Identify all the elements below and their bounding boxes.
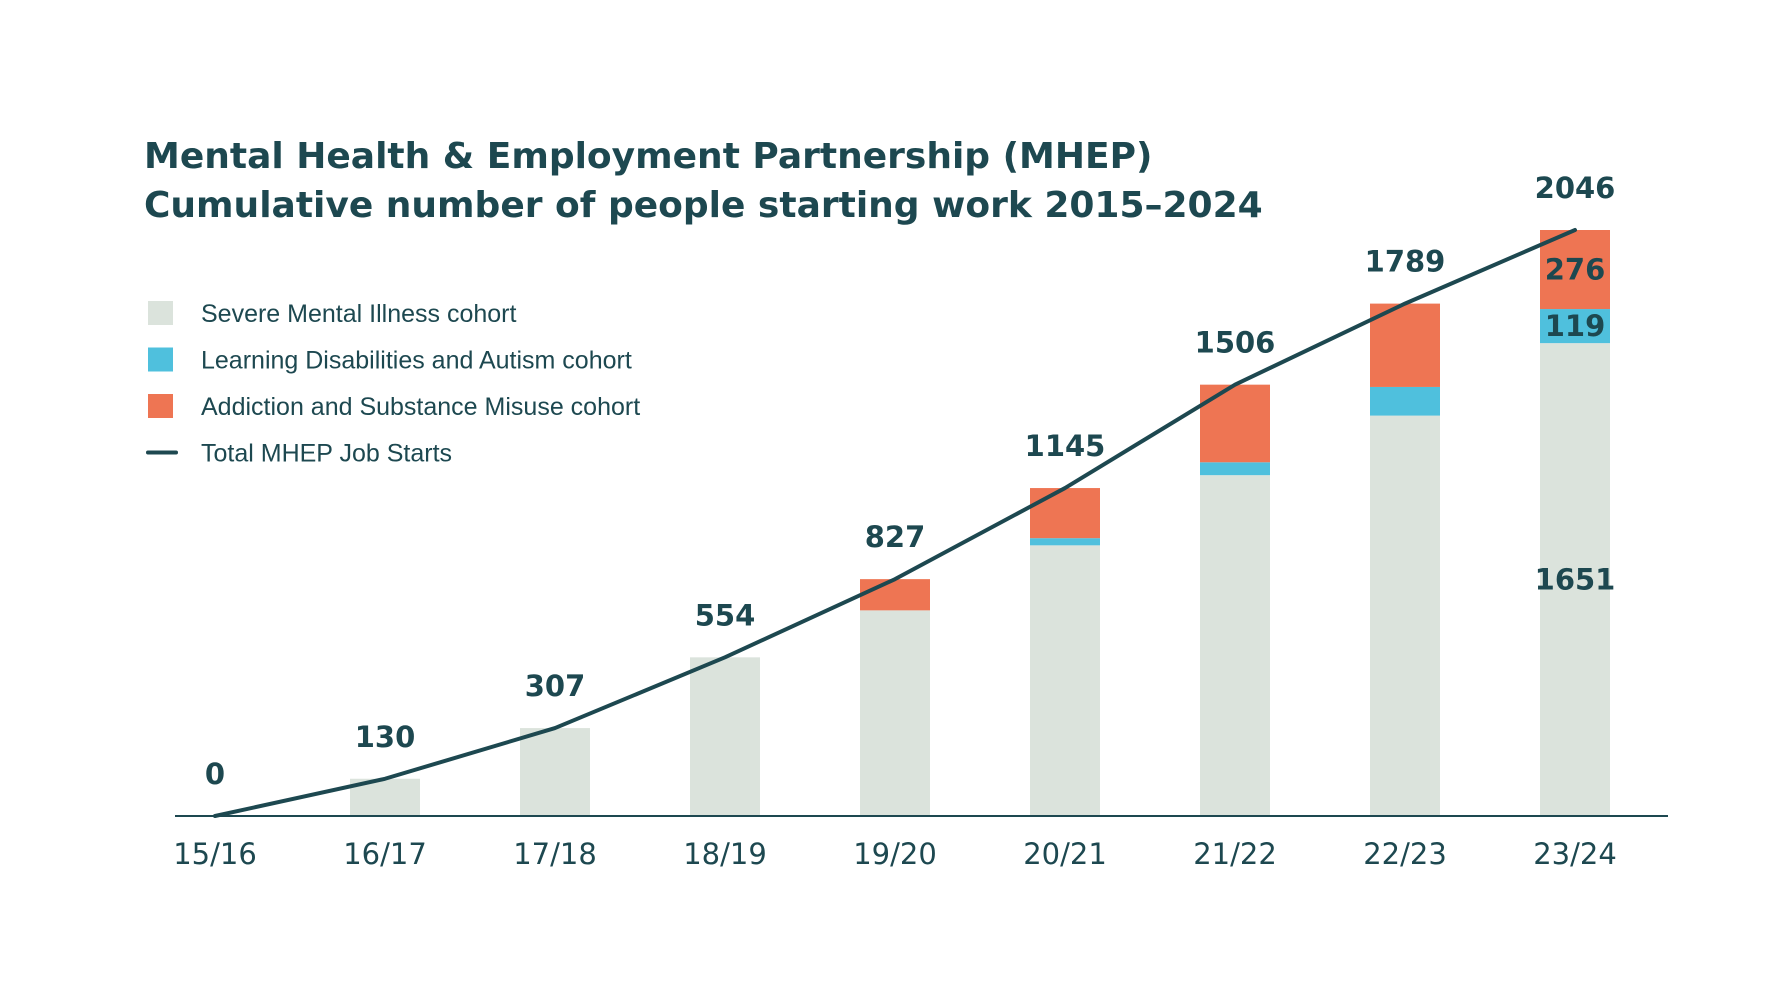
total-label-18-19: 554 — [695, 598, 756, 632]
total-label-16-17: 130 — [355, 720, 416, 754]
bar-21-22-addiction-and-substance-misuse-cohort — [1200, 384, 1270, 463]
legend-swatch — [148, 301, 173, 325]
bar-23-24-severe-mental-illness-cohort — [1540, 343, 1610, 816]
x-axis: 15/16 16/17 17/18 18/19 19/20 20/21 21/22 22/23… — [173, 815, 1668, 871]
bar-21-22-learning-disabilities-and-autism-cohort — [1200, 462, 1270, 476]
legend-label: Severe Mental Illness cohort — [201, 300, 516, 328]
bar-20-21-severe-mental-illness-cohort — [1030, 545, 1100, 816]
legend-swatch — [148, 394, 173, 418]
legend: Severe Mental Illness cohort Learning Dis… — [146, 300, 640, 468]
legend-label: Addiction and Substance Misuse cohort — [201, 393, 640, 421]
legend-label: Learning Disabilities and Autism cohort — [201, 347, 632, 375]
legend-item-learning-disabilities-and-autism-cohort: Learning Disabilities and Autism cohort — [148, 347, 632, 375]
total-label-19-20: 827 — [865, 520, 926, 554]
legend-label: Total MHEP Job Starts — [201, 440, 452, 468]
bar-22-23-learning-disabilities-and-autism-cohort — [1370, 386, 1440, 416]
x-tick-label-20-21: 20/21 — [1023, 837, 1107, 871]
x-tick-label-18-19: 18/19 — [683, 837, 767, 871]
bars — [350, 230, 1610, 816]
bar-23-24-learning-disabilities-and-autism-cohort — [1540, 309, 1610, 344]
total-label-17-18: 307 — [525, 669, 586, 703]
total-label-22-23: 1789 — [1365, 245, 1446, 279]
chart-title: Mental Health & Employment Partnership (… — [144, 136, 1263, 226]
x-tick-label-16-17: 16/17 — [343, 837, 427, 871]
bar-20-21-addiction-and-substance-misuse-cohort — [1030, 488, 1100, 539]
chart-title-line-1: Mental Health & Employment Partnership (… — [144, 136, 1152, 177]
bar-23-24-addiction-and-substance-misuse-cohort — [1540, 230, 1610, 310]
legend-item-severe-mental-illness-cohort: Severe Mental Illness cohort — [148, 300, 516, 328]
value-labels: 0 130 307 554 827 1145 1506 1789 2046 1651 119 276 — [205, 171, 1615, 791]
bar-18-19-severe-mental-illness-cohort — [690, 657, 760, 816]
bar-20-21-learning-disabilities-and-autism-cohort — [1030, 538, 1100, 546]
bar-19-20-addiction-and-substance-misuse-cohort — [860, 579, 930, 611]
x-tick-label-19-20: 19/20 — [853, 837, 937, 871]
x-tick-label-15-16: 15/16 — [173, 837, 257, 871]
segment-label-addiction-and-substance-misuse-cohort: 276 — [1545, 253, 1606, 287]
segment-label-severe-mental-illness-cohort: 1651 — [1535, 563, 1616, 597]
bar-17-18-severe-mental-illness-cohort — [520, 728, 590, 816]
total-label-21-22: 1506 — [1195, 326, 1276, 360]
bar-22-23-severe-mental-illness-cohort — [1370, 415, 1440, 816]
total-job-starts-line — [213, 228, 1577, 818]
x-tick-label-17-18: 17/18 — [513, 837, 597, 871]
total-line-layer — [213, 228, 1577, 818]
total-label-23-24: 2046 — [1535, 171, 1616, 205]
x-tick-label-22-23: 22/23 — [1363, 837, 1447, 871]
legend-swatch — [148, 347, 173, 372]
legend-item-addiction-and-substance-misuse-cohort: Addiction and Substance Misuse cohort — [148, 393, 640, 421]
x-tick-label-23-24: 23/24 — [1533, 837, 1617, 871]
total-label-20-21: 1145 — [1025, 429, 1106, 463]
chart-title-line-2: Cumulative number of people starting wor… — [144, 185, 1263, 226]
bar-19-20-severe-mental-illness-cohort — [860, 610, 930, 816]
legend-item-total-mhep-job-starts: Total MHEP Job Starts — [146, 440, 452, 468]
x-tick-label-21-22: 21/22 — [1193, 837, 1277, 871]
bar-21-22-severe-mental-illness-cohort — [1200, 475, 1270, 816]
segment-label-learning-disabilities-and-autism-cohort: 119 — [1545, 309, 1606, 343]
total-label-15-16: 0 — [205, 757, 225, 791]
bar-22-23-addiction-and-substance-misuse-cohort — [1370, 303, 1440, 387]
